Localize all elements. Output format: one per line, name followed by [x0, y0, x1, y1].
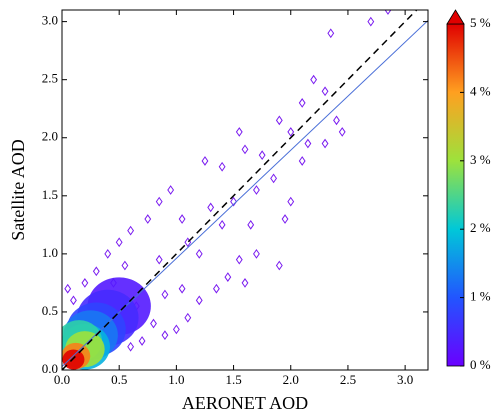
scatter-point — [195, 295, 203, 306]
scatter-point — [155, 196, 163, 207]
scatter-point — [64, 283, 72, 294]
scatter-point — [161, 330, 169, 341]
x-tick-label: 3.0 — [397, 372, 413, 387]
scatter-point — [298, 98, 306, 108]
scatter-point — [218, 219, 226, 230]
scatter-point — [230, 196, 237, 207]
y-tick-label: 0.5 — [42, 303, 58, 318]
scatter-point — [235, 127, 243, 137]
y-axis-label: Satellite AOD — [8, 139, 28, 241]
y-tick-label: 0.0 — [42, 361, 58, 376]
scatter-point — [241, 144, 249, 155]
colorbar-tick-label: 5 % — [470, 15, 491, 30]
scatter-point — [287, 127, 295, 137]
scatter-point — [104, 248, 112, 259]
scatter-point — [70, 295, 77, 306]
scatter-point — [161, 289, 169, 300]
scatter-point — [224, 272, 232, 282]
scatter-point — [321, 86, 329, 97]
scatter-point — [310, 74, 318, 85]
scatter-point — [115, 237, 123, 248]
scatter-point — [275, 115, 283, 126]
scatter-point — [172, 324, 180, 335]
scatter-point — [138, 336, 146, 346]
y-tick-label: 1.5 — [42, 187, 58, 202]
scatter-point — [201, 156, 209, 166]
scatter-point — [178, 214, 186, 224]
scatter-point — [121, 260, 129, 271]
colorbar-tick-label: 1 % — [470, 289, 491, 304]
x-tick-label: 0.5 — [111, 372, 127, 387]
colorbar — [446, 23, 465, 367]
y-tick-label: 2.0 — [42, 129, 58, 144]
scatter-point — [247, 219, 255, 230]
one-to-one-line — [62, 10, 418, 370]
y-tick-label: 2.5 — [42, 71, 58, 86]
x-tick-label: 1.5 — [225, 372, 241, 387]
scatter-point — [207, 202, 215, 213]
scatter-point — [258, 150, 266, 161]
scatter-point — [275, 260, 283, 271]
colorbar-tick-label: 2 % — [470, 220, 491, 235]
plot-area — [62, 10, 428, 370]
scatter-point — [367, 16, 375, 27]
x-tick-label: 2.5 — [340, 372, 356, 387]
scatter-point — [184, 312, 192, 323]
scatter-point — [92, 266, 100, 277]
scatter-point — [167, 185, 175, 195]
x-axis-label: AERONET AOD — [182, 393, 308, 413]
scatter-point — [321, 138, 329, 149]
scatter-point — [241, 278, 249, 288]
y-tick-label: 3.0 — [42, 13, 58, 28]
scatter-point — [384, 10, 392, 15]
scatter-point — [253, 248, 260, 259]
density-point — [62, 349, 85, 370]
scatter-point — [338, 127, 346, 137]
scatter-point — [287, 196, 295, 207]
scatter-point — [195, 248, 203, 259]
scatter-point — [144, 214, 152, 224]
scatter-point — [212, 283, 220, 294]
plot-frame — [61, 9, 429, 371]
scatter-point — [327, 28, 335, 39]
scatter-point — [253, 185, 260, 195]
scatter-point — [127, 341, 135, 352]
x-tick-label: 1.0 — [168, 372, 184, 387]
y-tick-label: 1.0 — [42, 245, 58, 260]
scatter-point — [155, 254, 163, 265]
x-tick-label: 0.0 — [54, 372, 70, 387]
scatter-point — [218, 161, 226, 172]
scatter-point — [298, 156, 306, 166]
scatter-point — [81, 278, 89, 288]
scatter-point — [235, 254, 243, 265]
scatter-point — [333, 115, 340, 126]
scatter-point — [150, 318, 157, 329]
colorbar-tick-label: 0 % — [470, 357, 491, 372]
scatter-point — [270, 173, 278, 184]
colorbar-tick-label: 4 % — [470, 83, 491, 98]
colorbar-tick-label: 3 % — [470, 152, 491, 167]
scatter-point — [304, 138, 312, 149]
colorbar-extend — [446, 9, 465, 25]
scatter-point — [178, 283, 186, 294]
scatter-point — [281, 214, 289, 224]
scatter-point — [127, 225, 135, 236]
x-tick-label: 2.0 — [283, 372, 299, 387]
